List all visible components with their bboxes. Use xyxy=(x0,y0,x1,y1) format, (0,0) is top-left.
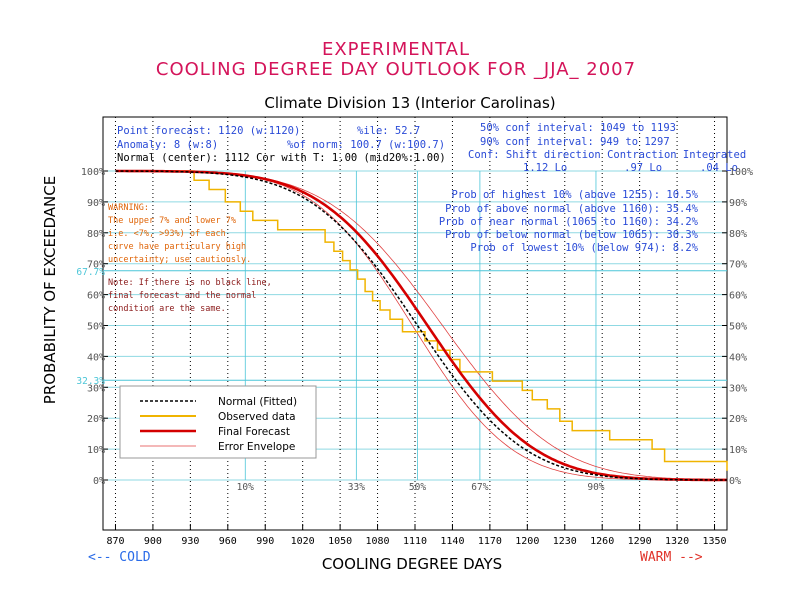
y-tick-label-right: 70% xyxy=(729,260,747,271)
percentile-labels: 10% 33% 50% 67% 90% xyxy=(237,482,605,493)
x-tick-label: 1350 xyxy=(702,536,726,547)
curves-layer xyxy=(115,169,728,482)
conf90-text: 90% conf interval: 949 to 1297 xyxy=(480,136,670,148)
y-tick-labels-left: 0% 10% 20% 30% 40% 50% 60% 70% 80% 90% 100% xyxy=(81,167,105,487)
chart-title-line1: EXPERIMENTAL xyxy=(322,39,470,60)
x-tick-label: 900 xyxy=(144,536,162,547)
warm-indicator: WARM --> xyxy=(640,550,703,565)
legend-label-final: Final Forecast xyxy=(218,426,290,438)
y-tick-label-right: 40% xyxy=(729,352,747,363)
x-tick-label: 990 xyxy=(256,536,274,547)
conf-values-text: 1.12 Lo .97 Lo .04 Lo xyxy=(523,162,738,174)
y-axis-label: PROBABILITY OF EXCEEDANCE xyxy=(41,176,59,404)
conf-header-text: Conf: Shift direction Contraction Integr… xyxy=(468,149,746,161)
legend-label-envelope: Error Envelope xyxy=(218,441,295,453)
prob-highest-10: Prob of highest 10% (above 1255): 10.5% xyxy=(451,189,698,201)
percentile-label: 33% xyxy=(348,482,365,493)
x-tick-labels: 870 900 930 960 990 1020 1050 1080 1110 1140 1170 1… xyxy=(106,536,726,547)
y-tick-label-left: 20% xyxy=(87,414,105,425)
x-tick-label: 1260 xyxy=(590,536,614,547)
y-tick-label-left: 0% xyxy=(93,476,105,487)
note-line-3: condition are the same. xyxy=(108,304,226,314)
x-tick-label: 1140 xyxy=(440,536,464,547)
legend-label-normal: Normal (Fitted) xyxy=(218,396,297,408)
y-tick-label-right: 0% xyxy=(729,476,741,487)
conf50-text: 50% conf interval: 1049 to 1193 xyxy=(480,122,676,134)
chart-subtitle: Climate Division 13 (Interior Carolinas) xyxy=(264,94,555,112)
cyan-marker-labels: 67.7% 32.3% xyxy=(76,267,105,387)
prob-near-normal: Prob of near normal (1065 to 1160): 34.2… xyxy=(439,216,699,228)
point-forecast-text: Point forecast: 1120 (w:1120) xyxy=(117,125,300,137)
y-tick-label-right: 80% xyxy=(729,229,747,240)
warning-line-1: WARNING: xyxy=(108,203,149,213)
y-tick-label-left: 30% xyxy=(87,383,105,394)
y-tick-label-left: 70% xyxy=(87,260,105,271)
cyan-marker-label: 67.7% xyxy=(76,267,105,278)
note-line-2: final forecast and the normal xyxy=(108,291,256,301)
prob-lowest-10: Prob of lowest 10% (below 974): 8.2% xyxy=(470,242,698,254)
y-tick-label-right: 60% xyxy=(729,291,747,302)
normal-center-text: Normal (center): 1112 Cor with T: 1.00 (… xyxy=(117,152,446,164)
x-tick-label: 1200 xyxy=(515,536,539,547)
prob-above-normal: Prob of above normal (above 1160): 35.4% xyxy=(445,203,699,215)
normal-fitted-line xyxy=(115,170,727,481)
anomaly-text: Anomaly: 8 (w:8) xyxy=(117,139,218,151)
y-tick-label-left: 40% xyxy=(87,352,105,363)
y-tick-label-left: 10% xyxy=(87,445,105,456)
y-tick-label-right: 100% xyxy=(729,167,753,178)
percentile-label: 10% xyxy=(237,482,254,493)
x-tick-label: 1110 xyxy=(403,536,427,547)
vertical-gridlines xyxy=(114,117,716,530)
chart-title-line2: COOLING DEGREE DAY OUTLOOK FOR _JJA_ 200… xyxy=(156,59,636,80)
pct-of-norm-text: %of norm: 100.7 (w:100.7) xyxy=(287,139,445,151)
y-tick-label-right: 50% xyxy=(729,322,747,333)
warning-line-3: i.e. <7%, >93%) of each xyxy=(108,229,226,239)
x-tick-label: 1230 xyxy=(553,536,577,547)
y-tick-label-right: 10% xyxy=(729,445,747,456)
y-tick-label-right: 20% xyxy=(729,414,747,425)
percentile-label: 67% xyxy=(471,482,488,493)
x-tick-label: 1170 xyxy=(478,536,502,547)
y-tick-label-left: 90% xyxy=(87,198,105,209)
warning-line-2: The upper 7% and lower 7% xyxy=(108,216,236,226)
percentile-label: 90% xyxy=(587,482,604,493)
y-tick-label-left: 50% xyxy=(87,322,105,333)
x-tick-label: 870 xyxy=(106,536,124,547)
x-tick-label: 1020 xyxy=(291,536,315,547)
percentile-label: 50% xyxy=(409,482,426,493)
observed-data-line xyxy=(115,170,728,471)
x-tick-label: 930 xyxy=(181,536,199,547)
y-tick-label-left: 60% xyxy=(87,291,105,302)
prob-below-normal: Prob of below normal (below 1065): 30.3% xyxy=(445,229,699,241)
x-axis-label: COOLING DEGREE DAYS xyxy=(322,555,502,573)
warning-line-5: uncertainty; use cautiously. xyxy=(108,255,251,265)
y-tick-label-left: 80% xyxy=(87,229,105,240)
legend-label-observed: Observed data xyxy=(218,411,296,423)
y-tick-label-right: 90% xyxy=(729,198,747,209)
note-line-1: Note: If there is no black line, xyxy=(108,278,272,288)
cyan-marker-label: 32.3% xyxy=(76,376,105,387)
y-tick-labels-right: 0% 10% 20% 30% 40% 50% 60% 70% 80% 90% 100% xyxy=(729,167,753,487)
x-tick-label: 1080 xyxy=(366,536,390,547)
y-tick-label-right: 30% xyxy=(729,383,747,394)
x-tick-label: 1320 xyxy=(665,536,689,547)
y-tick-label-left: 100% xyxy=(81,167,105,178)
plot-frame xyxy=(102,116,728,531)
x-tick-label: 960 xyxy=(219,536,237,547)
cold-indicator: <-- COLD xyxy=(88,550,151,565)
warning-line-4: curve have particulary high xyxy=(108,242,246,252)
percentile-text: %ile: 52.7 xyxy=(357,125,420,137)
x-tick-label: 1290 xyxy=(628,536,652,547)
x-tick-label: 1050 xyxy=(328,536,352,547)
